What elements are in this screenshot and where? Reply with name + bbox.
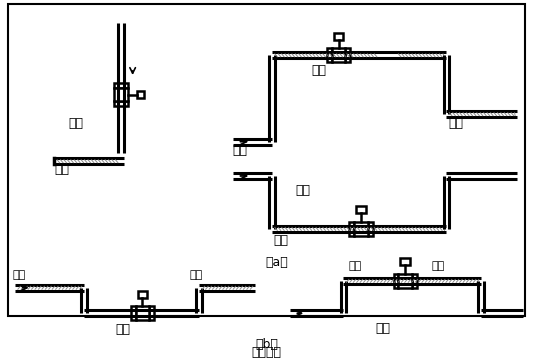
Text: 正确: 正确 [115,323,130,336]
Text: 错误: 错误 [295,184,310,197]
Text: 液体: 液体 [54,163,69,176]
Bar [345,48,350,62]
Text: 气泡: 气泡 [13,270,26,280]
Bar [114,83,128,88]
Bar [136,91,144,99]
Bar [131,306,135,320]
Text: 气泡: 气泡 [432,261,445,271]
Bar [149,306,154,320]
Bar [393,274,398,288]
Bar [332,48,345,62]
Bar [327,48,332,62]
Text: 液体: 液体 [448,117,463,130]
Text: 气泡: 气泡 [190,270,203,280]
Text: （a）: （a） [265,256,288,269]
Bar [135,306,149,320]
Bar [356,206,366,213]
Text: （b）: （b） [255,338,278,351]
Bar [368,222,373,236]
Text: 正确: 正确 [311,64,326,77]
Text: 正确: 正确 [68,117,83,130]
Text: 错误: 错误 [376,322,391,335]
Bar [412,274,417,288]
Bar [349,222,354,236]
Bar [8,4,525,316]
Text: 图（四）: 图（四） [251,346,281,359]
Bar [334,33,343,40]
Bar [400,258,410,265]
Bar [138,291,147,297]
Bar [114,88,128,101]
Bar [354,222,368,236]
Text: 气泡: 气泡 [349,261,361,271]
Bar [114,101,128,106]
Text: 液体: 液体 [274,234,289,247]
Bar [398,274,412,288]
Text: 液体: 液体 [233,144,248,157]
